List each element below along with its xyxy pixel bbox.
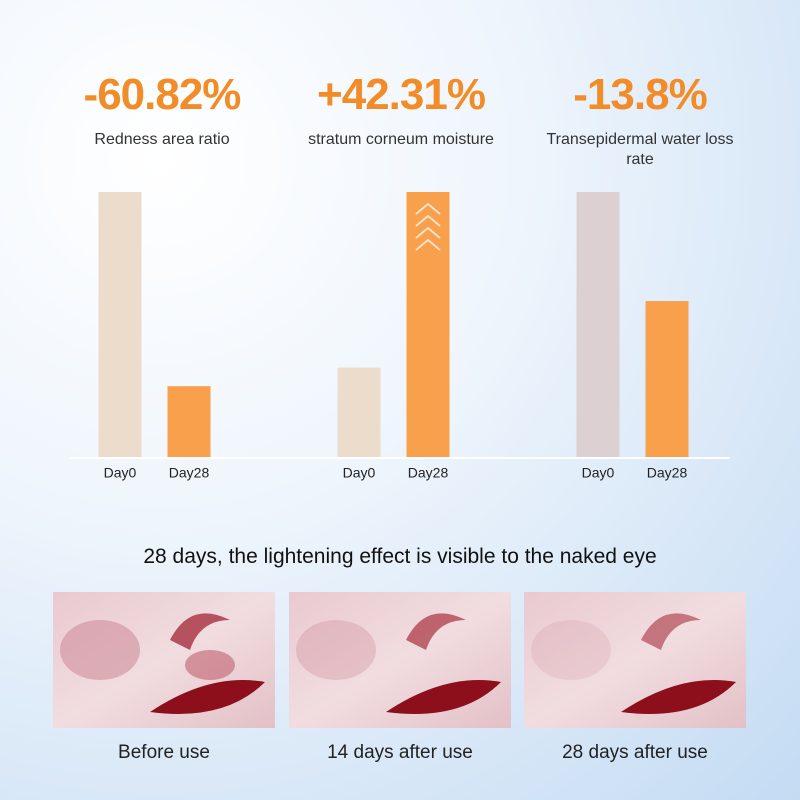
bar (167, 386, 211, 458)
x-tick-label: Day0 (343, 465, 376, 481)
x-tick-label: Day28 (169, 465, 210, 481)
headline-value: -60.82% (83, 70, 242, 119)
photo-28-days (524, 592, 746, 728)
bar (337, 367, 381, 458)
bar (406, 192, 450, 458)
photo-before (53, 592, 275, 728)
metric-label: Redness area ratio (94, 131, 230, 148)
headline-value: +42.31% (317, 70, 486, 119)
bar (98, 192, 142, 458)
x-tick-label: Day28 (647, 465, 688, 481)
headline-value: -13.8% (573, 70, 707, 119)
photo-label: 28 days after use (562, 742, 708, 763)
x-tick-label: Day0 (582, 465, 615, 481)
x-tick-label: Day0 (104, 465, 137, 481)
chevrons (415, 202, 441, 251)
metric-label: Transepidermal water loss rate (546, 131, 734, 168)
metric-label: stratum corneum moisture (308, 131, 494, 148)
photo-label: 14 days after use (327, 742, 473, 763)
photo-14-days (289, 592, 511, 728)
bar (576, 192, 620, 458)
x-tick-label: Day28 (408, 465, 449, 481)
photo-label: Before use (118, 742, 210, 763)
bar (645, 301, 689, 458)
comparison-title: 28 days, the lightening effect is visibl… (143, 545, 657, 568)
